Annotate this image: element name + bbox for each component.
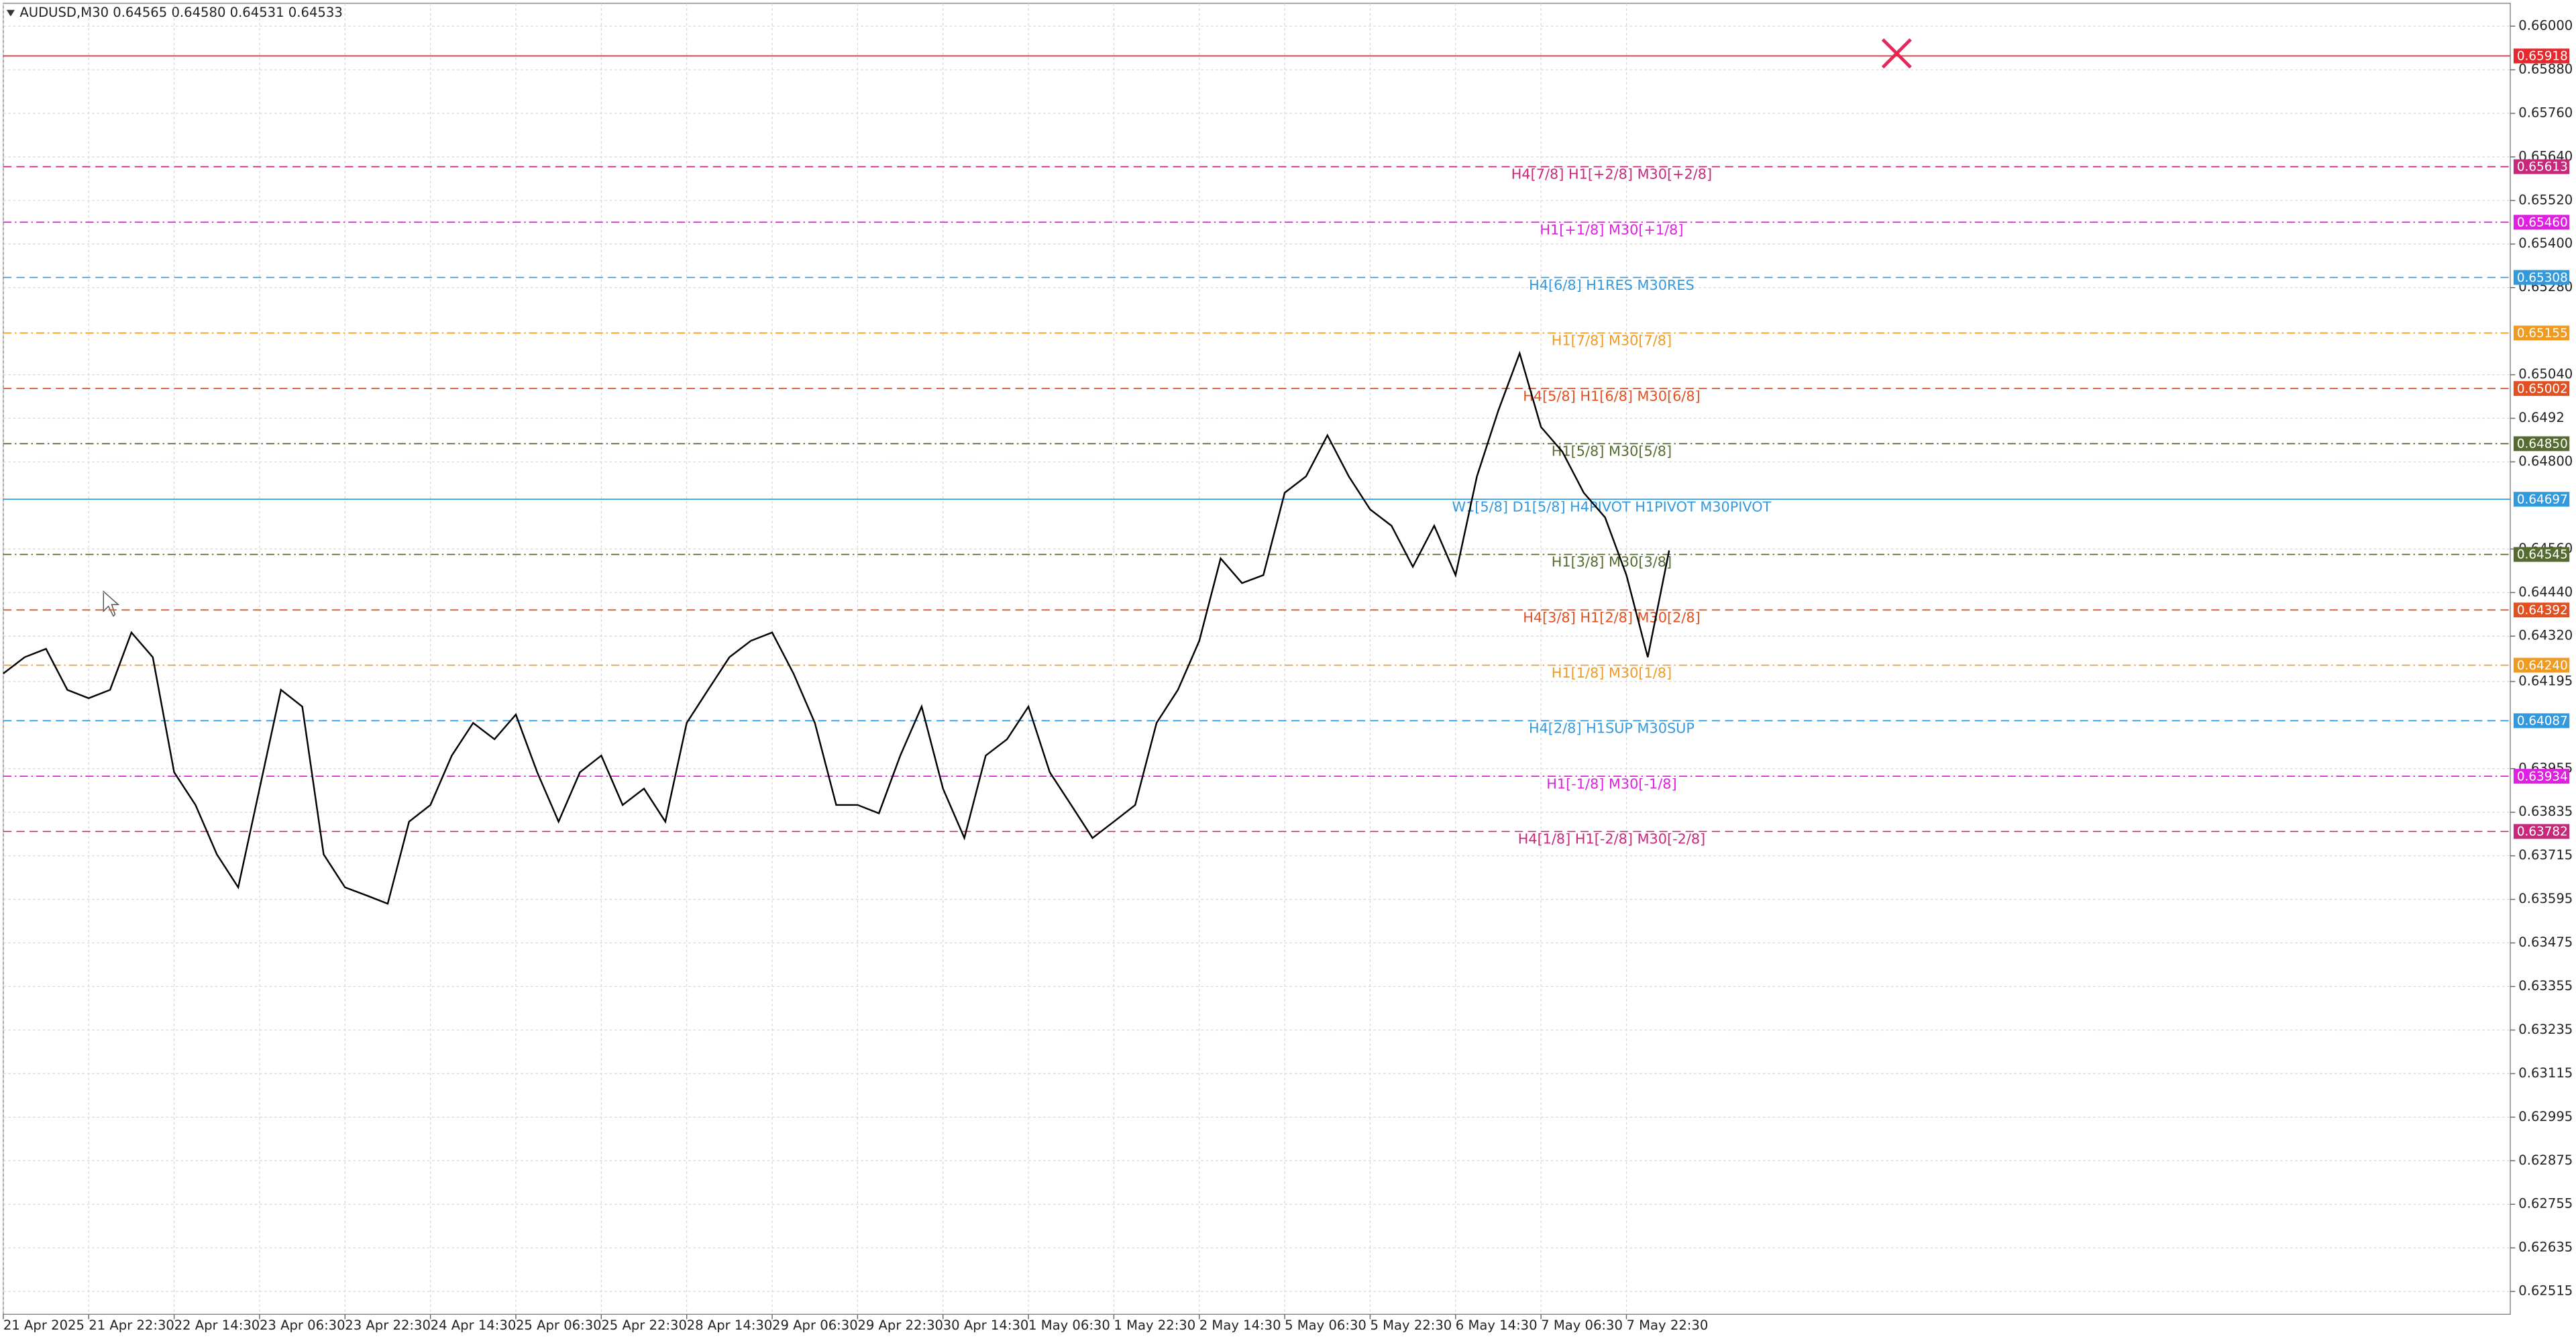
y-tick-label: 0.63355 [2518,978,2573,994]
x-tick-label: 7 May 06:30 [1541,1318,1623,1333]
price-badge [2513,769,2570,784]
y-tick-label: 0.64440 [2518,584,2573,600]
price-badge [2513,270,2570,285]
level-label: H1[1/8] M30[1/8] [1552,665,1672,681]
price-badge [2513,547,2570,562]
price-badge [2513,325,2570,341]
y-tick-label: 0.63595 [2518,891,2573,906]
x-tick-label: 24 Apr 14:30 [431,1318,517,1333]
x-tick-label: 21 Apr 2025 [3,1318,85,1333]
price-line [3,350,1670,905]
level-label: H1[+1/8] M30[+1/8] [1540,222,1683,238]
close-marker[interactable] [1881,38,1912,69]
y-tick-label: 0.63715 [2518,847,2573,863]
cursor [103,590,120,617]
y-tick-label: 0.65760 [2518,105,2573,120]
menu-arrow[interactable] [6,9,15,17]
y-tick-label: 0.65520 [2518,192,2573,207]
x-tick-label: 2 May 14:30 [1199,1318,1281,1333]
y-tick-label: 0.62515 [2518,1283,2573,1299]
x-tick-label: 5 May 06:30 [1285,1318,1366,1333]
x-tick-label: 7 May 22:30 [1626,1318,1708,1333]
y-tick-label: 0.63115 [2518,1065,2573,1081]
y-tick-label: 0.66000 [2518,18,2573,34]
x-tick-label: 1 May 22:30 [1114,1318,1195,1333]
x-tick-label: 23 Apr 06:30 [260,1318,345,1333]
price-badge [2513,381,2570,396]
price-badge [2513,492,2570,507]
level-label: H1[3/8] M30[3/8] [1552,554,1672,570]
y-tick-label: 0.6492 [2518,410,2565,425]
price-badge [2513,602,2570,618]
price-badge-label: 0.63782 [2517,825,2568,839]
x-tick-label: 23 Apr 22:30 [345,1318,431,1333]
price-badge-label: 0.63934 [2517,769,2568,784]
y-tick-label: 0.64320 [2518,628,2573,643]
x-tick-label: 21 Apr 22:30 [89,1318,174,1333]
x-tick-label: 1 May 06:30 [1028,1318,1110,1333]
price-badge-label: 0.64545 [2517,548,2568,562]
price-badge-label: 0.65918 [2517,50,2568,64]
level-label: H4[5/8] H1[6/8] M30[6/8] [1523,388,1700,404]
x-tick-label: 22 Apr 14:30 [174,1318,260,1333]
level-label: H4[2/8] H1SUP M30SUP [1529,720,1695,737]
y-tick-label: 0.65040 [2518,366,2573,382]
x-tick-label: 25 Apr 06:30 [516,1318,602,1333]
price-badge-label: 0.64850 [2517,437,2568,451]
x-tick-label: 5 May 22:30 [1370,1318,1452,1333]
chart-title: AUDUSD,M30 0.64565 0.64580 0.64531 0.645… [19,5,342,20]
price-badge [2513,824,2570,839]
y-tick-label: 0.62875 [2518,1153,2573,1168]
price-badge [2513,657,2570,673]
price-badge-label: 0.64392 [2517,604,2568,618]
y-tick-label: 0.64800 [2518,453,2573,469]
price-badge-label: 0.64240 [2517,659,2568,673]
x-tick-label: 29 Apr 22:30 [857,1318,943,1333]
y-tick-label: 0.63835 [2518,804,2573,819]
y-tick-label: 0.62755 [2518,1196,2573,1212]
price-badge [2513,713,2570,729]
price-badge-label: 0.64697 [2517,492,2568,506]
price-badge [2513,215,2570,230]
level-label: H1[-1/8] M30[-1/8] [1546,775,1676,792]
y-tick-label: 0.63235 [2518,1022,2573,1037]
x-tick-label: 28 Apr 14:30 [687,1318,773,1333]
price-badge [2513,48,2570,64]
x-tick-label: 25 Apr 22:30 [601,1318,687,1333]
y-tick-label: 0.64195 [2518,673,2573,688]
price-badge-label: 0.65613 [2517,160,2568,174]
y-tick-label: 0.62995 [2518,1109,2573,1124]
price-badge-label: 0.65155 [2517,327,2568,341]
level-label: H1[7/8] M30[7/8] [1552,333,1672,349]
level-label: H1[5/8] M30[5/8] [1552,443,1672,460]
level-label: H4[6/8] H1RES M30RES [1529,277,1695,293]
level-label: H4[7/8] H1[+2/8] M30[+2/8] [1511,166,1712,182]
y-tick-label: 0.63475 [2518,934,2573,950]
price-badge-label: 0.65002 [2517,382,2568,396]
y-tick-label: 0.62635 [2518,1240,2573,1255]
price-badge-label: 0.65308 [2517,271,2568,285]
y-tick-label: 0.65880 [2518,61,2573,76]
x-tick-label: 29 Apr 06:30 [772,1318,858,1333]
x-tick-label: 6 May 14:30 [1456,1318,1538,1333]
y-tick-label: 0.65400 [2518,235,2573,251]
x-tick-label: 30 Apr 14:30 [943,1318,1029,1333]
level-label: H4[3/8] H1[2/8] M30[2/8] [1523,610,1700,626]
price-badge [2513,436,2570,451]
level-label: H4[1/8] H1[-2/8] M30[-2/8] [1518,831,1705,847]
price-badge-label: 0.65460 [2517,216,2568,230]
price-badge [2513,159,2570,174]
level-label: W1[5/8] D1[5/8] H4PIVOT H1PIVOT M30PIVOT [1452,498,1772,515]
price-badge-label: 0.64087 [2517,714,2568,729]
